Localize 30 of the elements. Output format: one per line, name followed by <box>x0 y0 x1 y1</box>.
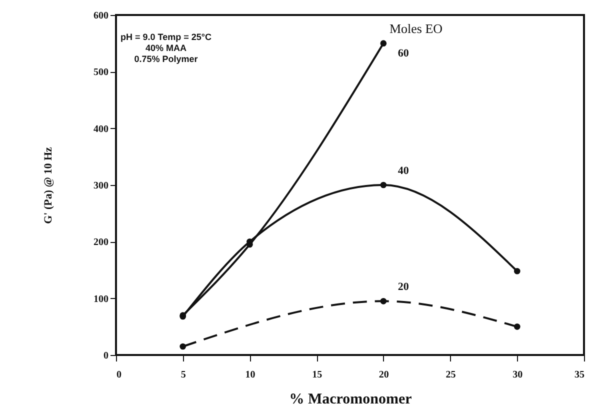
x-tick-label: 30 <box>512 370 523 380</box>
y-tick-label: 300 <box>94 180 108 192</box>
annotation: pH = 9.0 Temp = 25°C <box>120 32 212 42</box>
y-tick-label: 200 <box>94 237 108 248</box>
series-label: 60 <box>398 47 410 60</box>
point <box>514 324 520 330</box>
point <box>514 268 520 274</box>
x-tick-label: 25 <box>446 370 456 380</box>
y-tick-label: 0 <box>104 350 108 362</box>
y-tick-label: 500 <box>94 67 108 78</box>
annotation: 0.75% Polymer <box>134 54 198 64</box>
x-tick-label: 0 <box>116 370 122 380</box>
annotation: 40% MAA <box>145 43 187 53</box>
x-tick-label: 15 <box>312 370 322 380</box>
x-tick-label: 35 <box>574 370 584 380</box>
x-tick-label: 20 <box>378 370 389 380</box>
series-label: 20 <box>398 281 410 294</box>
y-axis-title: G' (Pa) @ 10 Hz <box>42 146 54 224</box>
series-label: 40 <box>398 165 410 177</box>
point <box>380 298 387 304</box>
x-axis-title: % Macromonomer <box>289 392 412 408</box>
x-tick-label: 10 <box>245 370 256 380</box>
point <box>180 343 186 350</box>
y-tick-label: 400 <box>94 124 108 135</box>
y-tick-label: 100 <box>94 294 108 305</box>
x-tick-label: 5 <box>180 370 186 380</box>
legend-title: Moles EO <box>389 21 443 36</box>
point <box>380 40 387 46</box>
point <box>380 182 387 188</box>
y-tick-label: 600 <box>94 10 108 22</box>
